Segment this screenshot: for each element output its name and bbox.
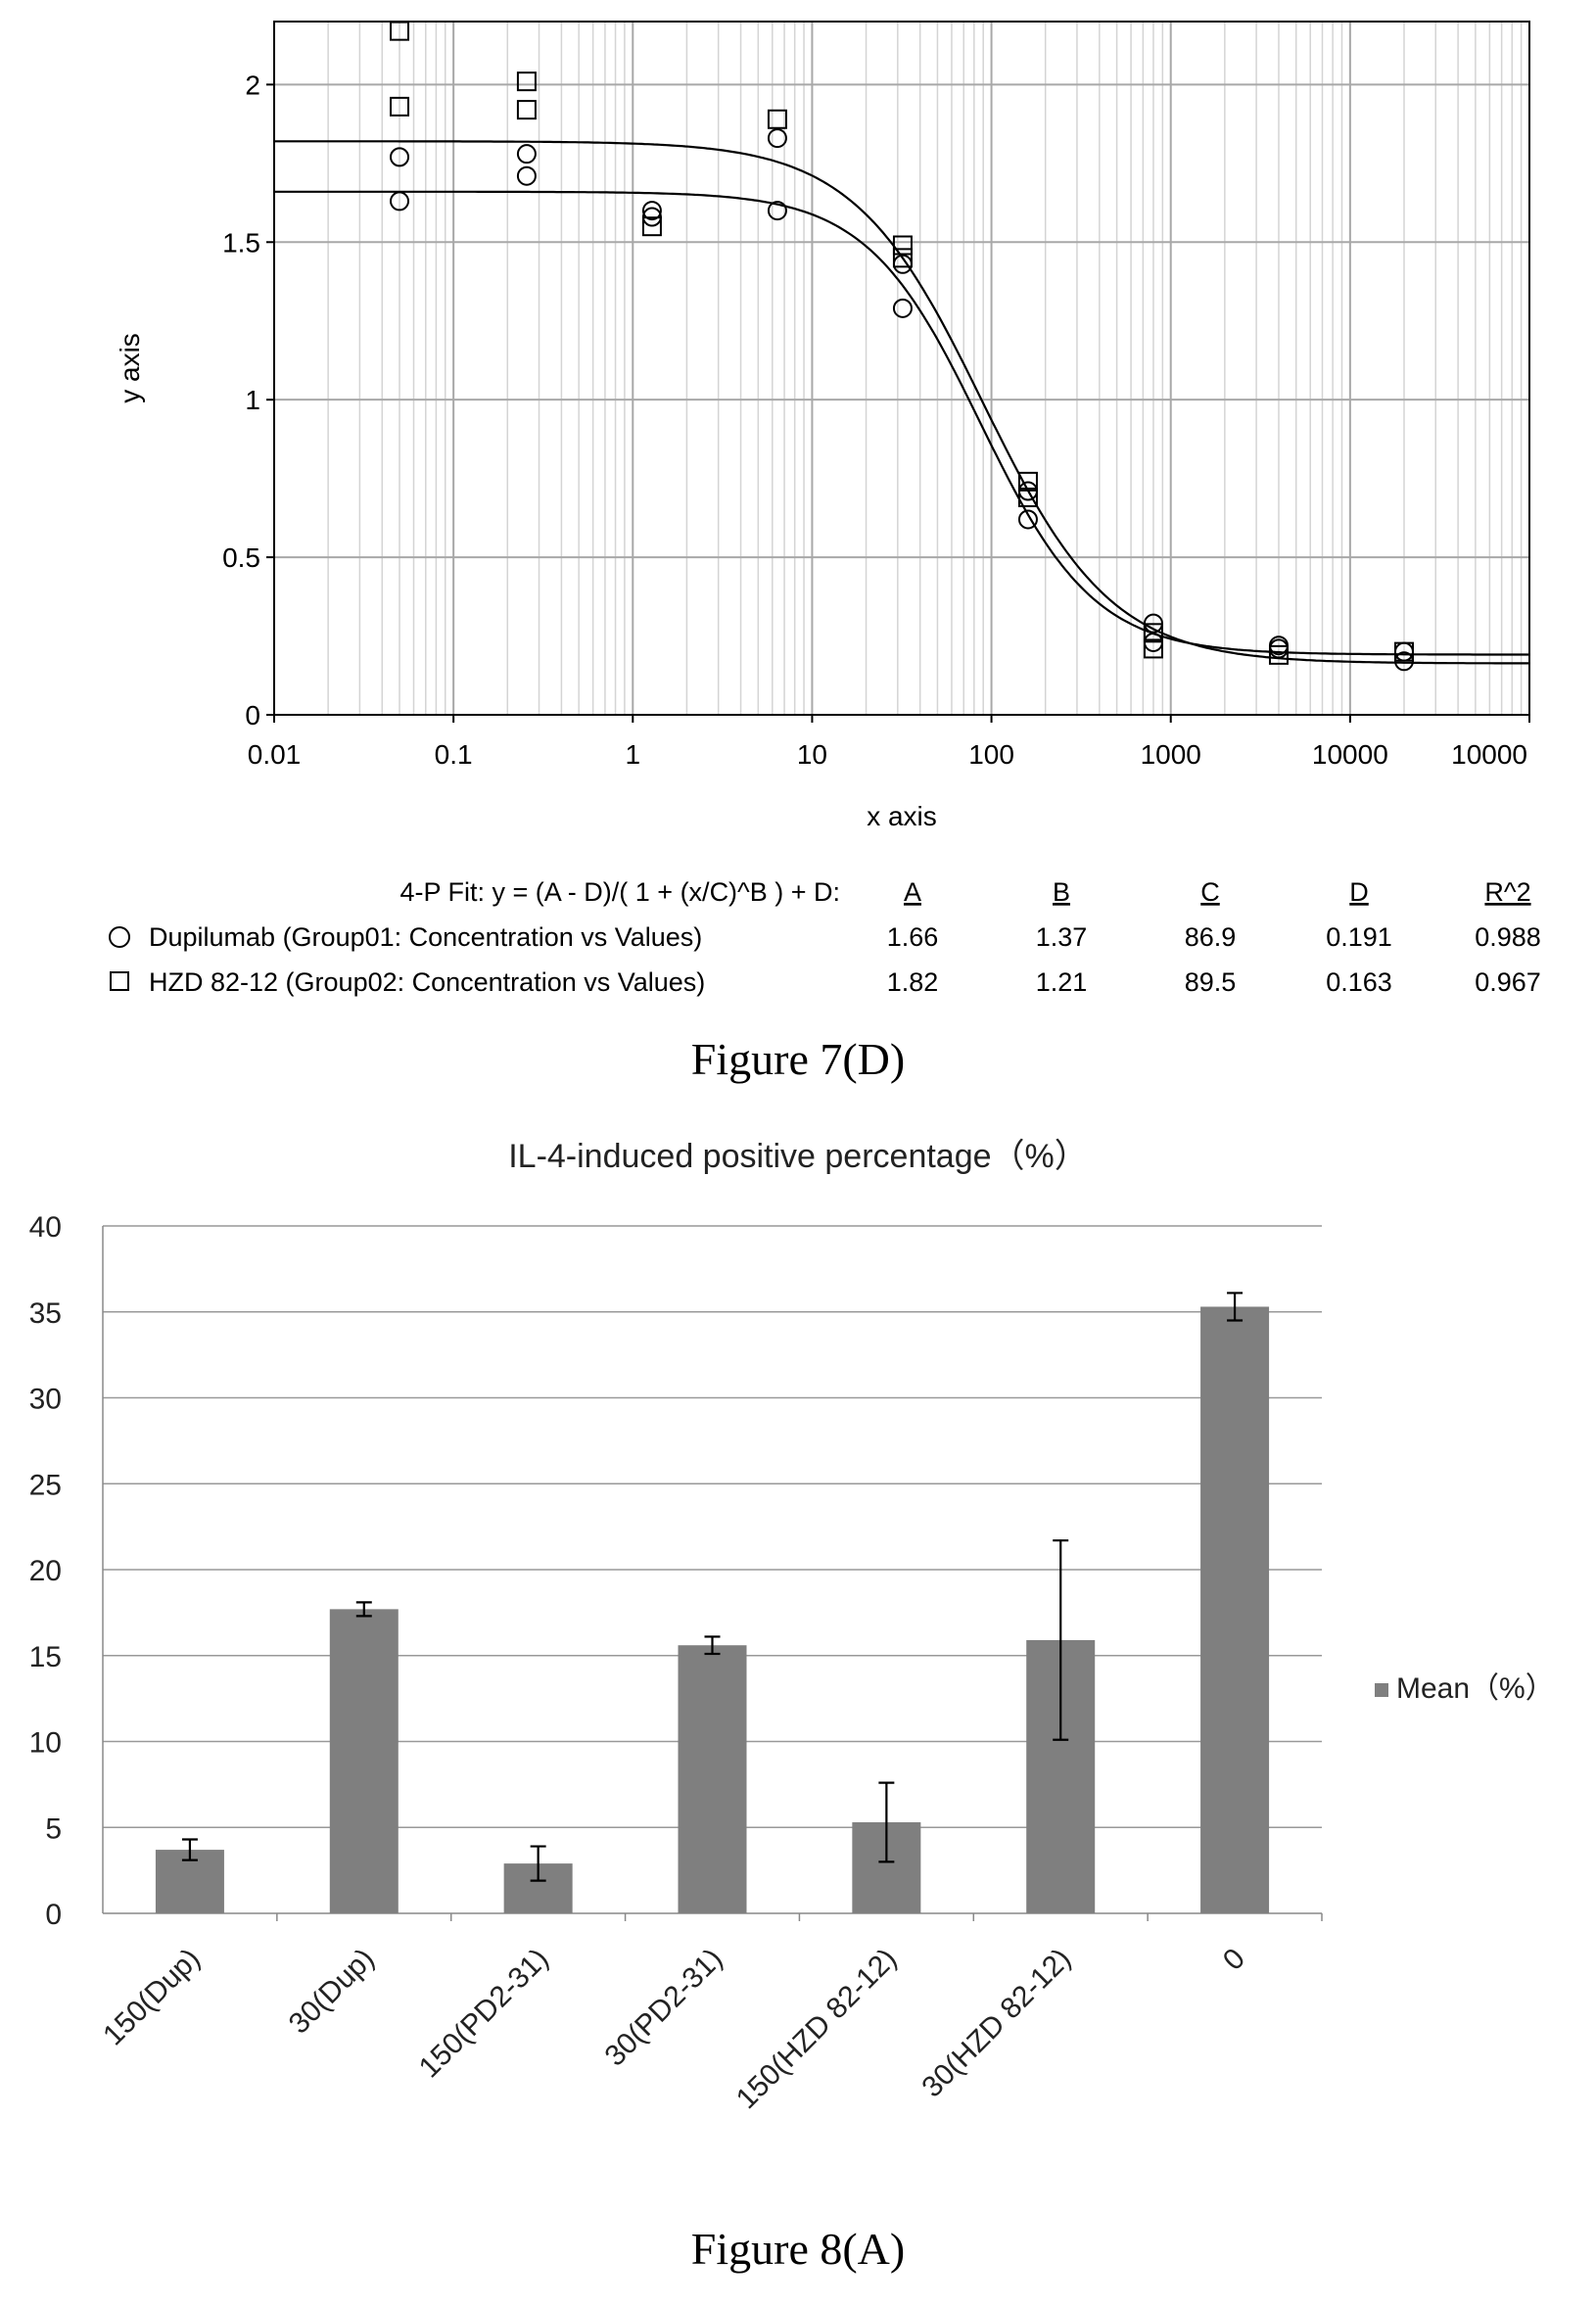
y-tick-label: 1.5 — [222, 227, 260, 258]
data-point-circle — [892, 298, 913, 318]
fit-col-r2: R^2 — [1484, 877, 1530, 907]
data-point-square — [892, 248, 913, 268]
x-tick-label: 100 — [968, 739, 1014, 770]
category-label: 30(HZD 82-12) — [915, 1943, 1077, 2104]
x-tick-label: 1000 — [1141, 739, 1201, 770]
y-axis-label: y axis — [115, 333, 145, 403]
data-point-square — [390, 96, 410, 117]
data-point-circle — [767, 128, 787, 149]
data-point-circle — [390, 191, 410, 212]
fit-formula: 4-P Fit: y = (A - D)/( 1 + (x/C)^B ) + D… — [400, 877, 841, 907]
bar — [329, 1609, 399, 1913]
fit-row1-c: 86.9 — [1185, 922, 1237, 952]
plot-area-frame — [273, 21, 1530, 716]
data-point-circle — [1017, 509, 1038, 530]
fit-curve — [274, 190, 1529, 656]
y-tick-label: 1 — [245, 385, 260, 415]
y-tick-label: 2 — [245, 70, 260, 100]
data-point-square — [390, 22, 410, 41]
x-tick-label: 10000 — [1312, 739, 1388, 770]
data-point-square — [641, 216, 662, 237]
fit-row2-c: 89.5 — [1185, 967, 1237, 997]
data-point-square — [516, 100, 537, 120]
figure-8a-caption: Figure 8(A) — [690, 2224, 906, 2274]
bar — [1200, 1306, 1270, 1913]
data-point-square — [516, 71, 537, 92]
fit-row1-r2: 0.988 — [1475, 922, 1541, 952]
data-point-circle — [641, 201, 662, 221]
category-label: 150(Dup) — [97, 1943, 207, 2052]
y-tick-label: 0 — [45, 1899, 62, 1931]
fit-row1-b: 1.37 — [1036, 922, 1088, 952]
x-tick-label: 1 — [625, 739, 640, 770]
data-point-square — [1143, 638, 1163, 659]
y-tick-label: 5 — [45, 1812, 62, 1845]
data-point-circle — [390, 147, 410, 167]
y-tick-label: 15 — [29, 1641, 62, 1673]
legend-mean: Mean（%） — [1396, 1672, 1555, 1705]
figure-7d-caption: Figure 7(D) — [690, 1034, 906, 1084]
y-tick-label: 35 — [29, 1297, 62, 1330]
fit-col-d: D — [1349, 877, 1369, 907]
fit-col-b: B — [1053, 877, 1070, 907]
x-tick-label: 10000 — [1451, 739, 1527, 770]
category-label: 0 — [1217, 1943, 1251, 1977]
data-point-square — [1268, 644, 1289, 665]
x-axis-label: x axis — [867, 801, 937, 831]
fit-col-c: C — [1200, 877, 1220, 907]
category-label: 30(PD2-31) — [598, 1943, 728, 2073]
fit-col-a: A — [904, 877, 921, 907]
y-tick-label: 40 — [29, 1211, 62, 1244]
fit-row2-r2: 0.967 — [1475, 967, 1541, 997]
data-point-square — [1017, 471, 1038, 492]
x-tick-label: 10 — [797, 739, 827, 770]
fit-row2-b: 1.21 — [1036, 967, 1088, 997]
data-point-square — [892, 235, 913, 256]
x-tick-label: 0.1 — [435, 739, 473, 770]
y-tick-label: 0 — [245, 700, 260, 730]
figure-7d-chart: 0 0.5 1 1.5 2 0.01 0.1 1 10 100 1000 10000 10000 x a… — [109, 21, 1541, 997]
data-point-square — [1017, 487, 1038, 507]
bar — [678, 1645, 747, 1913]
data-point-square — [767, 109, 787, 129]
category-label: 150(HZD 82-12) — [730, 1943, 904, 2116]
data-point-circle — [767, 201, 787, 221]
bar-chart-title: IL-4-induced positive percentage（%） — [508, 1138, 1088, 1175]
data-point-square — [1143, 623, 1163, 643]
fit-row1-a: 1.66 — [887, 922, 939, 952]
category-label: 30(Dup) — [283, 1943, 381, 2041]
data-point-circle — [516, 144, 537, 165]
legend-series-2: HZD 82-12 (Group02: Concentration vs Val… — [149, 967, 705, 997]
y-tick-label: 25 — [29, 1469, 62, 1501]
fit-curve — [274, 140, 1529, 665]
fit-row2-d: 0.163 — [1326, 967, 1392, 997]
legend-circle-icon — [109, 926, 130, 948]
y-tick-label: 10 — [29, 1727, 62, 1760]
category-label: 150(PD2-31) — [413, 1943, 555, 2085]
legend-swatch — [1375, 1683, 1388, 1697]
figure-8a-chart: IL-4-induced positive percentage（%） 0 5 10… — [29, 1138, 1555, 2116]
y-tick-label: 30 — [29, 1384, 62, 1416]
y-tick-label: 20 — [29, 1555, 62, 1587]
data-point-circle — [516, 165, 537, 186]
fit-row2-a: 1.82 — [887, 967, 939, 997]
y-tick-label: 0.5 — [222, 542, 260, 573]
legend-series-1: Dupilumab (Group01: Concentration vs Val… — [149, 922, 702, 952]
legend-square-icon — [110, 971, 129, 991]
x-tick-label: 0.01 — [248, 739, 302, 770]
data-point-square — [1393, 641, 1414, 662]
fit-row1-d: 0.191 — [1326, 922, 1392, 952]
